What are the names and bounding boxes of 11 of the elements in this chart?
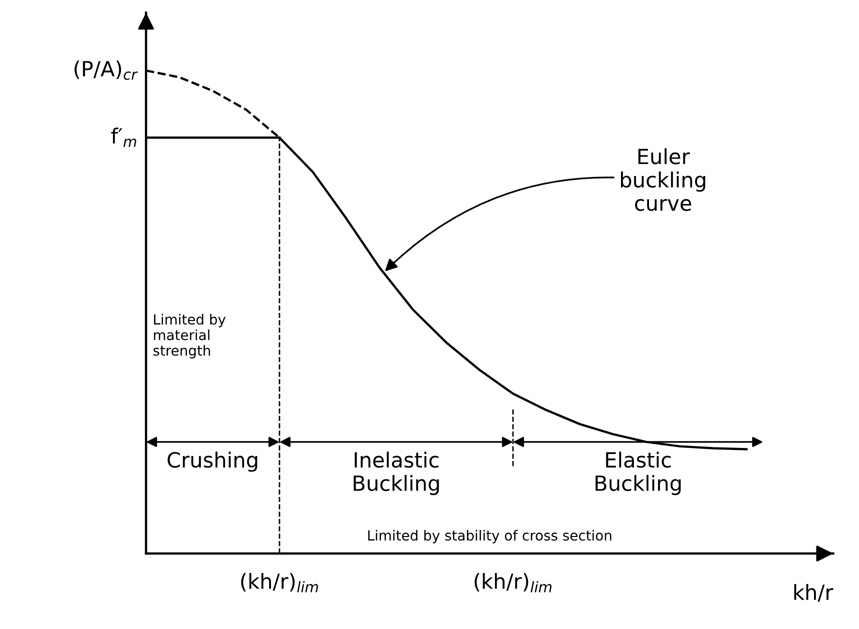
annotation: f′$_{m}$ bbox=[111, 128, 136, 147]
annotation: Limited by material strength bbox=[153, 314, 226, 358]
annotation: Euler buckling curve bbox=[621, 148, 706, 211]
annotation: Crushing bbox=[168, 452, 258, 472]
annotation: Limited by stability of cross section bbox=[368, 530, 612, 544]
x-tick-label: (kh/r)$_{lim}$ bbox=[241, 572, 318, 592]
x-tick-label: (kh/r)$_{lim}$ bbox=[474, 572, 552, 592]
x-axis-title: kh/r bbox=[794, 584, 834, 602]
annotation: Inelastic Buckling bbox=[354, 452, 439, 496]
annotation: (P/A)$_{cr}$ bbox=[74, 60, 138, 80]
annotation: Elastic Buckling bbox=[596, 452, 681, 496]
